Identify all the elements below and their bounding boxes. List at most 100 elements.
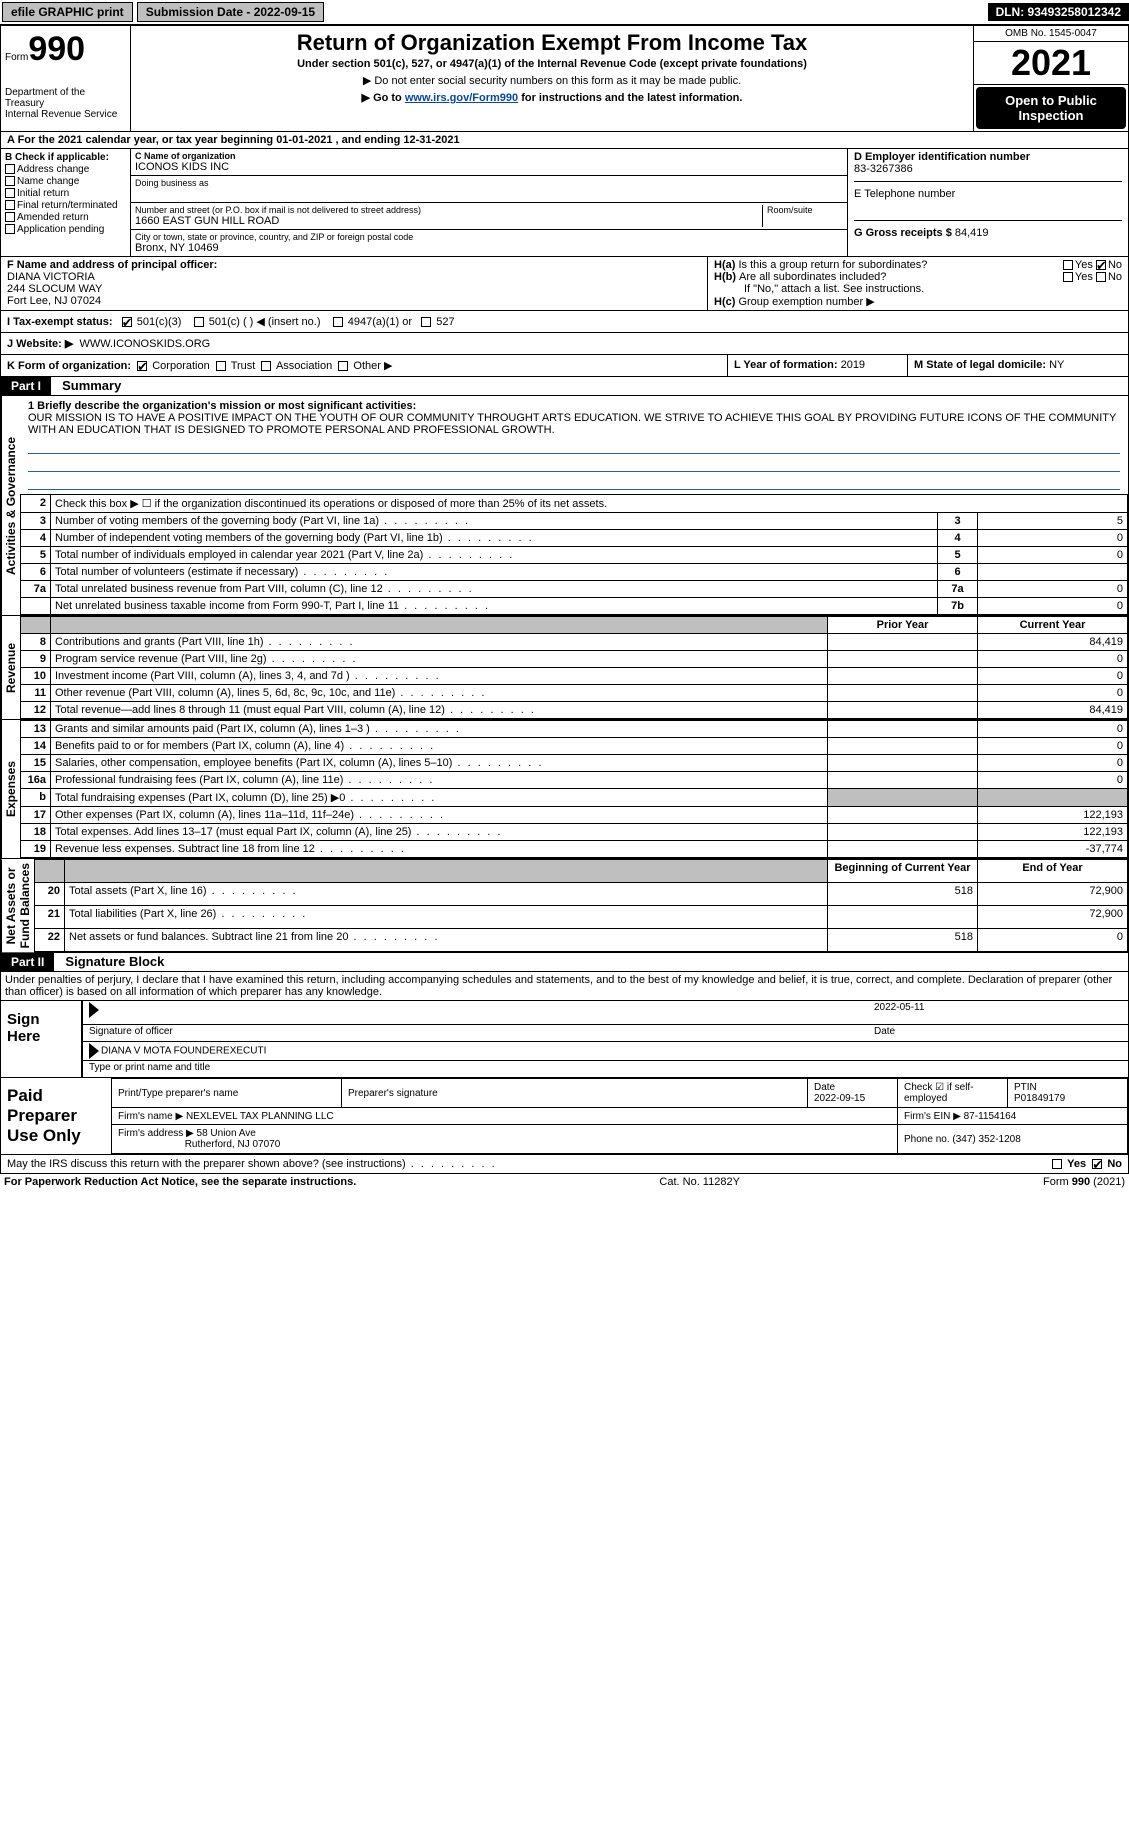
m-label: M State of legal domicile: <box>914 359 1046 371</box>
table-row: 4Number of independent voting members of… <box>21 530 1128 547</box>
footer-left: For Paperwork Reduction Act Notice, see … <box>4 1176 356 1188</box>
check-name-change[interactable] <box>5 176 15 186</box>
check-501c3[interactable] <box>122 317 132 327</box>
firm-addr-label: Firm's address ▶ <box>118 1128 194 1139</box>
officer-name: DIANA VICTORIA <box>7 271 701 283</box>
irs-link[interactable]: www.irs.gov/Form990 <box>405 92 518 104</box>
yes-label-3: Yes <box>1067 1158 1086 1170</box>
ha-no[interactable] <box>1096 260 1106 270</box>
sig-officer-label: Signature of officer <box>89 1026 173 1037</box>
addr-label: Number and street (or P.O. box if mail i… <box>135 205 762 215</box>
mission-prompt: 1 Briefly describe the organization's mi… <box>28 400 1120 412</box>
footer-right: Form 990 (2021) <box>1043 1176 1125 1188</box>
ha-yes[interactable] <box>1063 260 1073 270</box>
sig-date-value: 2022-05-11 <box>874 1002 924 1013</box>
table-row: 8Contributions and grants (Part VIII, li… <box>21 634 1128 651</box>
table-row: 10Investment income (Part VIII, column (… <box>21 668 1128 685</box>
table-row: Prior YearCurrent Year <box>21 617 1128 634</box>
check-other[interactable] <box>338 361 348 371</box>
tab-netassets: Net Assets or Fund Balances <box>1 859 34 952</box>
sig-arrow-icon <box>89 1002 99 1018</box>
firm-addr-value: 58 Union Ave <box>197 1128 256 1139</box>
tab-revenue: Revenue <box>1 616 20 719</box>
sign-here-block: Sign Here Signature of officer 2022-05-1… <box>0 1001 1129 1078</box>
may-discuss-text: May the IRS discuss this return with the… <box>7 1158 497 1170</box>
table-row: 22Net assets or fund balances. Subtract … <box>35 929 1128 952</box>
discuss-yes[interactable] <box>1052 1159 1062 1169</box>
paid-preparer-label: Paid Preparer Use Only <box>1 1078 111 1154</box>
prep-sig-label: Preparer's signature <box>348 1088 438 1099</box>
check-trust[interactable] <box>216 361 226 371</box>
org-info-block: B Check if applicable: Address change Na… <box>0 149 1129 257</box>
section-deg: D Employer identification number 83-3267… <box>848 149 1128 256</box>
table-row: 7aTotal unrelated business revenue from … <box>21 581 1128 598</box>
website-value: WWW.ICONOSKIDS.ORG <box>79 338 210 350</box>
section-h: H(a) Is this a group return for subordin… <box>708 257 1128 310</box>
efile-print-button[interactable]: efile GRAPHIC print <box>2 2 133 22</box>
table-row: 9Program service revenue (Part VIII, lin… <box>21 651 1128 668</box>
table-row: Firm's name ▶ NEXLEVEL TAX PLANNING LLC … <box>112 1108 1128 1125</box>
check-501c[interactable] <box>194 317 204 327</box>
check-app-pending[interactable] <box>5 224 15 234</box>
submission-date-button[interactable]: Submission Date - 2022-09-15 <box>137 2 324 22</box>
top-bar: efile GRAPHIC print Submission Date - 20… <box>0 0 1129 25</box>
check-corp[interactable] <box>137 361 147 371</box>
check-address-change[interactable] <box>5 164 15 174</box>
l-label: L Year of formation: <box>734 359 838 371</box>
tab-governance: Activities & Governance <box>1 396 20 615</box>
officer-printed-name: DIANA V MOTA FOUNDEREXECUTI <box>101 1046 266 1057</box>
room-label: Room/suite <box>767 205 843 215</box>
expenses-table: 13Grants and similar amounts paid (Part … <box>20 720 1128 858</box>
table-row: 6Total number of volunteers (estimate if… <box>21 564 1128 581</box>
check-final-return[interactable] <box>5 200 15 210</box>
i-row: I Tax-exempt status: 501(c)(3) 501(c) ( … <box>0 311 1129 333</box>
part2-badge: Part II <box>1 953 54 971</box>
table-row: bTotal fundraising expenses (Part IX, co… <box>21 789 1128 807</box>
no-label: No <box>1108 259 1122 271</box>
officer-addr1: 244 SLOCUM WAY <box>7 283 701 295</box>
prep-date-label: Date <box>814 1082 891 1093</box>
opt-final-return: Final return/terminated <box>17 200 118 211</box>
netassets-section: Net Assets or Fund Balances Beginning of… <box>0 859 1129 953</box>
mission-block: 1 Briefly describe the organization's mi… <box>20 396 1128 494</box>
firm-phone-label: Phone no. <box>904 1134 950 1145</box>
open-to-public: Open to Public Inspection <box>976 87 1126 129</box>
check-amended[interactable] <box>5 212 15 222</box>
form-header: Form990 Department of the Treasury Inter… <box>0 25 1129 132</box>
i-label: I Tax-exempt status: <box>7 316 113 328</box>
may-discuss-row: May the IRS discuss this return with the… <box>0 1155 1129 1174</box>
hb-yes[interactable] <box>1063 272 1073 282</box>
table-row: Beginning of Current YearEnd of Year <box>35 860 1128 883</box>
opt-trust: Trust <box>231 360 256 372</box>
k-label: K Form of organization: <box>7 360 131 372</box>
table-row: 2Check this box ▶ ☐ if the organization … <box>21 495 1128 513</box>
mission-text: OUR MISSION IS TO HAVE A POSITIVE IMPACT… <box>28 412 1120 436</box>
check-527[interactable] <box>421 317 431 327</box>
g-label: G Gross receipts $ <box>854 227 952 239</box>
check-4947[interactable] <box>333 317 343 327</box>
part2-title: Signature Block <box>57 952 172 971</box>
opt-corp: Corporation <box>152 360 209 372</box>
self-employed-check: Check ☑ if self-employed <box>898 1079 1008 1108</box>
org-name: ICONOS KIDS INC <box>135 161 843 173</box>
table-row: 21Total liabilities (Part X, line 26)72,… <box>35 906 1128 929</box>
table-row: 19Revenue less expenses. Subtract line 1… <box>21 841 1128 858</box>
table-row: Print/Type preparer's name Preparer's si… <box>112 1079 1128 1108</box>
firm-ein-value: 87-1154164 <box>964 1111 1017 1122</box>
part1-badge: Part I <box>1 377 51 395</box>
city-label: City or town, state or province, country… <box>135 232 843 242</box>
opt-app-pending: Application pending <box>17 224 104 235</box>
hc-text: Group exemption number ▶ <box>738 296 874 308</box>
ptin-value: P01849179 <box>1014 1093 1121 1104</box>
c-name-label: C Name of organization <box>135 151 843 161</box>
check-assoc[interactable] <box>261 361 271 371</box>
ein-value: 83-3267386 <box>854 163 1122 175</box>
hb-no[interactable] <box>1096 272 1106 282</box>
discuss-no[interactable] <box>1092 1159 1102 1169</box>
org-city: Bronx, NY 10469 <box>135 242 843 254</box>
check-initial-return[interactable] <box>5 188 15 198</box>
opt-assoc: Association <box>276 360 332 372</box>
yes-label: Yes <box>1075 259 1093 271</box>
sign-here-label: Sign Here <box>1 1001 81 1077</box>
firm-name-label: Firm's name ▶ <box>118 1111 183 1122</box>
